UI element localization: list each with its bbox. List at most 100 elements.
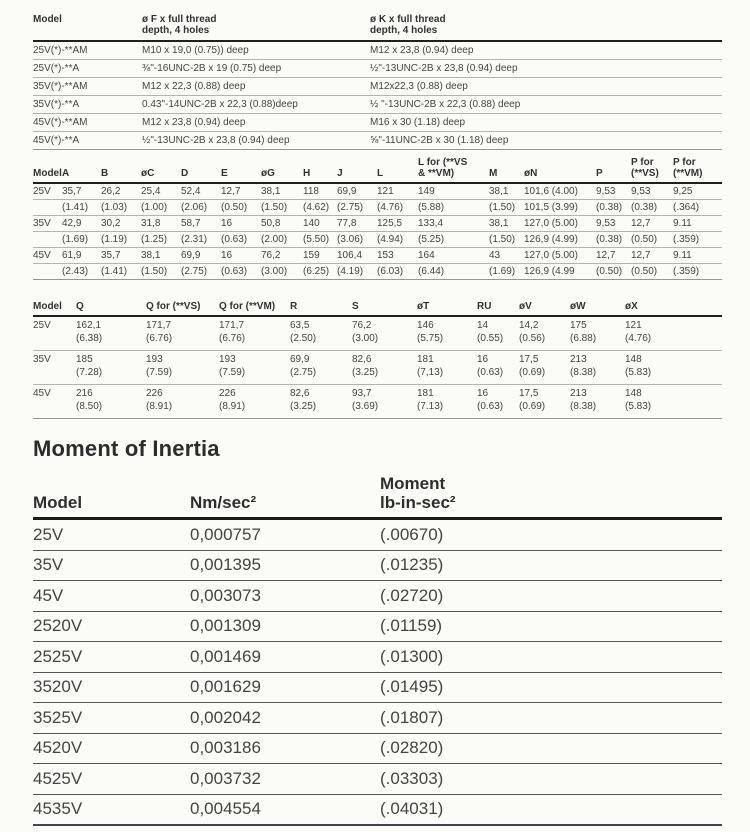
table-row: (2.43) (1.41) (1.50) (2.75) (0.63) (3.00) (6.2… <box>33 263 722 280</box>
table-cell: (1.50) <box>489 199 524 216</box>
table-cell: 213 (8.38) <box>570 350 625 385</box>
table-cell: 0,001469 <box>190 641 380 673</box>
column-header: øX <box>625 301 722 317</box>
table-cell: 17,5 (0.69) <box>519 350 570 385</box>
column-header: J <box>337 157 377 184</box>
table-cell: (4.94) <box>377 231 418 248</box>
table-cell: 69,9 <box>181 247 221 264</box>
column-header: RU <box>477 301 519 317</box>
table-cell: (2.00) <box>261 231 303 248</box>
table-cell: (0.38) <box>631 199 673 216</box>
table-cell: (0.63) <box>221 231 261 248</box>
table-row: 25V 0,000757 (.00670) <box>33 518 722 551</box>
column-header: L for (**VS & **VM) <box>418 157 489 184</box>
table-cell: (5.88) <box>418 199 489 216</box>
table-cell: (5.50) <box>303 231 337 248</box>
table-cell: 148 (5.83) <box>625 384 722 419</box>
table-cell: 38,1 <box>489 215 524 232</box>
table-cell: 126,9 (4.99) <box>524 231 596 248</box>
table-cell: 140 <box>303 215 337 232</box>
table-cell: (0.63) <box>221 263 261 280</box>
table-cell: 0,003073 <box>190 580 380 612</box>
column-header: B <box>101 157 141 184</box>
table-cell: 127,0 (5.00) <box>524 215 596 232</box>
table-cell: 35V <box>33 550 190 581</box>
table-cell: 35V <box>33 215 62 232</box>
table-row: 25V(*)-**A ⅜"-16UNC-2B x 19 (0.75) deep ½"… <box>33 59 722 78</box>
table-cell: 2520V <box>33 611 190 642</box>
table-cell: 0,001629 <box>190 672 380 703</box>
table-cell: 25V <box>33 518 190 551</box>
table-cell: (1.25) <box>141 231 181 248</box>
column-header: P for (**VM) <box>673 157 722 184</box>
table-row: 45V(*)-**A ½"-13UNC-2B x 23,8 (0.94) deep… <box>33 131 722 150</box>
table-cell: 45V <box>33 580 190 612</box>
table-cell: 2525V <box>33 641 190 673</box>
table-cell: 226 (8.91) <box>219 384 290 419</box>
table-cell: 76,2 <box>261 247 303 264</box>
table-cell: (0.38) <box>596 231 631 248</box>
table-cell: M12 x 23,8 (0.94) deep <box>142 113 370 132</box>
table-cell: (.364) <box>673 199 722 216</box>
table-cell: M12 x 23,8 (0.94) deep <box>370 41 722 60</box>
table-row: 45V 61,9 35,7 38,1 69,9 16 76,2 159 106,4 153 164 4… <box>33 247 722 264</box>
table-cell: 17,5 (0.69) <box>519 384 570 419</box>
column-header: Moment lb-in-sec² <box>380 474 722 520</box>
table-cell: (5.25) <box>418 231 489 248</box>
table-cell: (1.69) <box>489 263 524 280</box>
column-header: Q for (**VS) <box>146 301 219 317</box>
table-cell: 0,002042 <box>190 702 380 734</box>
moment-of-inertia-table-header: Model Nm/sec² Moment lb-in-sec² <box>33 474 722 520</box>
moment-of-inertia-table: Model Nm/sec² Moment lb-in-sec² 25V 0,00075… <box>33 474 722 826</box>
table-cell: (2.31) <box>181 231 221 248</box>
table-cell: 133,4 <box>418 215 489 232</box>
table-row: 2520V 0,001309 (.01159) <box>33 611 722 642</box>
table-cell: 50,8 <box>261 215 303 232</box>
column-header: P for (**VS) <box>631 157 673 184</box>
table-cell: 121 (4.76) <box>625 316 722 351</box>
table-cell: 216 (8.50) <box>76 384 146 419</box>
table-cell: 38,1 <box>489 183 524 200</box>
table-cell: (4.19) <box>337 263 377 280</box>
table-cell: 12,7 <box>221 183 261 200</box>
table-cell: 31,8 <box>141 215 181 232</box>
table-row: 35V 42,9 30,2 31,8 58,7 16 50,8 140 77,8 125,5 133… <box>33 215 722 232</box>
table-cell: (.00670) <box>380 518 722 551</box>
table-cell: (1.41) <box>101 263 141 280</box>
table-cell: (1.19) <box>101 231 141 248</box>
table-cell: M12 x 22,3 (0.88) deep <box>142 77 370 96</box>
table-row: 3520V 0,001629 (.01495) <box>33 672 722 703</box>
table-cell: (1.50) <box>261 199 303 216</box>
table-cell: 0.43"-14UNC-2B x 22,3 (0.88)deep <box>142 95 370 114</box>
table-row: 2525V 0,001469 (.01300) <box>33 641 722 673</box>
column-header: R <box>290 301 352 317</box>
table-cell: 12,7 <box>596 247 631 264</box>
table-cell: (2.75) <box>337 199 377 216</box>
table-row: 35V 185 (7.28) 193 (7.59) 193 (7.59) 69,9 (2… <box>33 350 722 385</box>
table-cell: (.03303) <box>380 763 722 795</box>
column-header: Model <box>33 14 142 42</box>
table-cell: (6.03) <box>377 263 418 280</box>
table-row: 45V 0,003073 (.02720) <box>33 580 722 612</box>
table-row: 45V(*)-**AM M12 x 23,8 (0.94) deep M16 x 3… <box>33 113 722 132</box>
table-cell: 82,6 (3.25) <box>352 350 417 385</box>
column-header: A <box>62 157 101 184</box>
table-cell: 35V(*)-**AM <box>33 77 142 96</box>
table-row: 25V 35,7 26,2 25,4 52,4 12,7 38,1 118 69,9 121 149… <box>33 183 722 200</box>
table-row: (1.69) (1.19) (1.25) (2.31) (0.63) (2.00) (5.5… <box>33 231 722 248</box>
table-cell: (.02720) <box>380 580 722 612</box>
table-cell: 25,4 <box>141 183 181 200</box>
table-cell: 30,2 <box>101 215 141 232</box>
table-cell: 9,53 <box>596 215 631 232</box>
table-cell: (1.50) <box>141 263 181 280</box>
table-cell: 14 (0.55) <box>477 316 519 351</box>
table-cell: 118 <box>303 183 337 200</box>
table-cell: (0.50) <box>631 263 673 280</box>
table-cell: 45V(*)-**AM <box>33 113 142 132</box>
table-cell: 35,7 <box>62 183 101 200</box>
column-header: D <box>181 157 221 184</box>
